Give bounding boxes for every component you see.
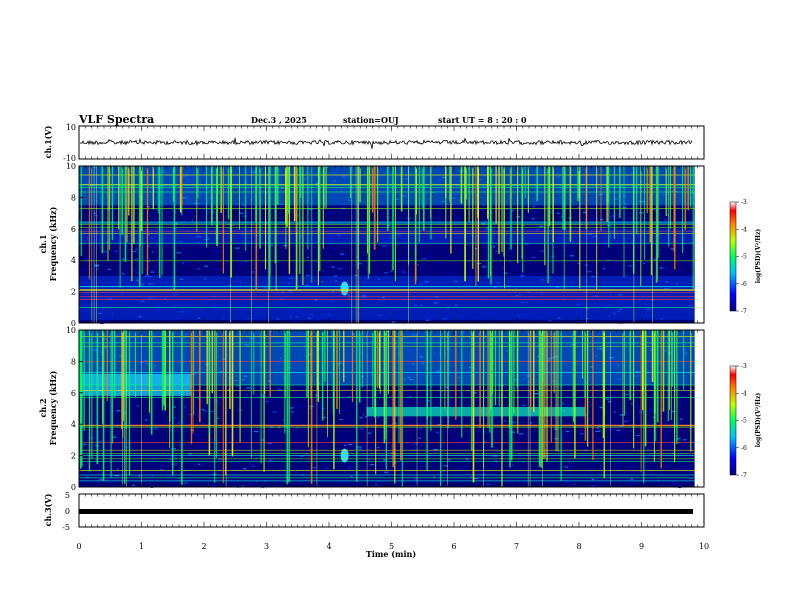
spec1-ytick-5: 10 [66,162,76,171]
x-tick-2: 2 [201,542,206,551]
spec1-ytick-0: 0 [71,319,76,328]
header-date: Dec.3 , 2025 [251,115,307,125]
header-station: station=OUJ [343,115,399,125]
spec2-ytick-3: 6 [71,389,76,398]
ch1-spectrogram-ylabel: Frequency (kHz) [48,206,58,281]
spec1-ytick-3: 6 [71,225,76,234]
feature-band-1 [366,406,586,417]
ch1-colorbar-label: log(PSD)(V²/Hz) [755,229,762,284]
x-tick-1: 1 [139,542,144,551]
feature-blob-3 [340,281,349,296]
spec1-colorbar-tick-4: -7 [741,308,747,315]
x-tick-3: 3 [264,542,269,551]
spec1-ytick-1: 2 [71,288,76,297]
ch1-spectrogram-image [79,166,704,325]
spec2-ytick-2: 4 [71,420,76,429]
ch3-ytick-top: 5 [65,491,70,500]
ch3-ytick-mid: 0 [65,507,70,516]
spec2-ytick-4: 8 [71,357,76,366]
x-tick-4: 4 [326,542,331,551]
ch2-colorbar [729,365,737,476]
spec1-colorbar-tick-0: -3 [741,199,747,206]
ch3-ytick-bottom: -5 [62,523,70,532]
spec1-ytick-4: 8 [71,193,76,202]
spec2-colorbar-tick-2: -5 [741,418,747,425]
x-tick-5: 5 [389,542,394,551]
spec2-colorbar-tick-0: -3 [741,363,747,370]
spec1-colorbar-tick-1: -4 [741,226,747,233]
ch2-spectrogram-ylabel-top: ch.2 [38,398,48,417]
spec2-ytick-1: 2 [71,452,76,461]
spec2-colorbar-tick-1: -4 [741,390,747,397]
spec1-ytick-2: 4 [71,256,76,265]
ch1-colorbar [729,201,737,312]
time-axis: 0 1 2 3 4 5 6 7 8 9 10 [76,126,709,551]
x-axis-label: Time (min) [366,549,416,559]
spec1-colorbar-tick-2: -5 [741,254,747,261]
x-tick-6: 6 [451,542,456,551]
feature-noise-band-2 [79,275,695,320]
x-tick-10: 10 [699,542,709,551]
spec1-colorbar-tick-3: -6 [741,281,747,288]
feature-noise-band-1 [79,228,695,245]
ch2-spectrogram-image [78,330,704,489]
x-tick-7: 7 [514,542,519,551]
ch2-spectrogram-ylabel: Frequency (kHz) [48,370,58,445]
spec2-ytick-5: 10 [66,326,76,335]
spec2-colorbar-tick-4: -7 [741,472,747,479]
ch1-ytick-bottom: -10 [63,154,76,163]
figure-title: VLF Spectra [78,113,154,126]
x-tick-0: 0 [76,542,81,551]
ch3-waveform-panel: 5 0 -5 ch.3(V) [43,491,705,532]
ch1-waveform-panel: 10 -10 ch.1(V) [43,123,705,163]
ch3-waveform-ylabel: ch.3(V) [43,493,53,526]
ch1-waveform-line [79,137,693,149]
ch2-colorbar-label: log(PSD)(V²/Hz) [755,393,762,448]
spec2-colorbar-tick-3: -6 [741,445,747,452]
x-tick-8: 8 [576,542,581,551]
ch1-ytick-top: 10 [66,123,76,132]
ch3-waveform-line [79,509,693,514]
x-tick-9: 9 [639,542,644,551]
header-start-time: start UT = 8 : 20 : 0 [438,115,527,125]
spec2-ytick-0: 0 [71,483,76,492]
ch1-waveform-ylabel: ch.1(V) [43,125,53,158]
ch1-spectrogram-ylabel-top: ch.1 [38,234,48,253]
